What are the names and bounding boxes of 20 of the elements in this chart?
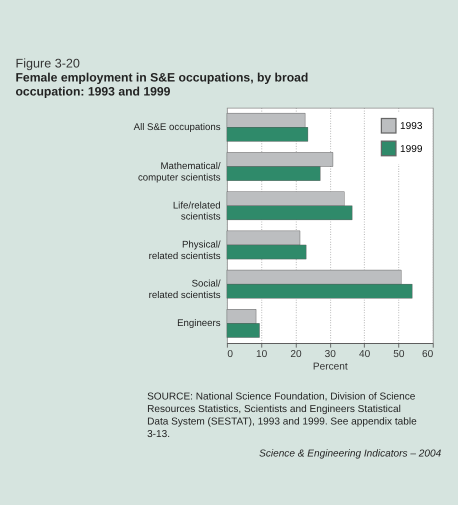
y-tick-label: Physical/ related scientists: [148, 239, 221, 262]
x-tick-label: 20: [290, 348, 302, 360]
source-note: SOURCE: National Science Foundation, Division of Science Resources Statistics, Scientists and Engineers Statistical Data System (SESTAT), 1993 and 1999. See appendix table 3-13.: [147, 391, 418, 440]
legend-label: 1993: [400, 121, 423, 132]
x-axis-title: Percent: [312, 361, 348, 372]
x-tick-label: 30: [324, 348, 336, 360]
y-tick-label: Social/ related scientists: [148, 278, 221, 302]
y-tick-label: Life/related scientists: [172, 200, 221, 223]
x-tick-label: 10: [256, 348, 268, 360]
text: Figure 3-20: [16, 56, 80, 70]
x-tick-label: 0: [227, 348, 234, 360]
y-tick-label: All S&E occupations: [134, 122, 221, 133]
text: Science & Engineering Indicators – 2004: [259, 448, 442, 460]
x-tick-label: 50: [393, 348, 405, 360]
y-tick-label: Mathematical/ computer scientists: [138, 161, 221, 184]
y-tick-label: Engineers: [177, 318, 221, 329]
x-tick-label: 60: [422, 348, 434, 360]
legend-label: 1999: [400, 144, 423, 155]
chart-title: Female employment in S&E occupations, by broad occupation: 1993 and 1999: [16, 70, 308, 99]
x-tick-label: 40: [358, 348, 371, 360]
